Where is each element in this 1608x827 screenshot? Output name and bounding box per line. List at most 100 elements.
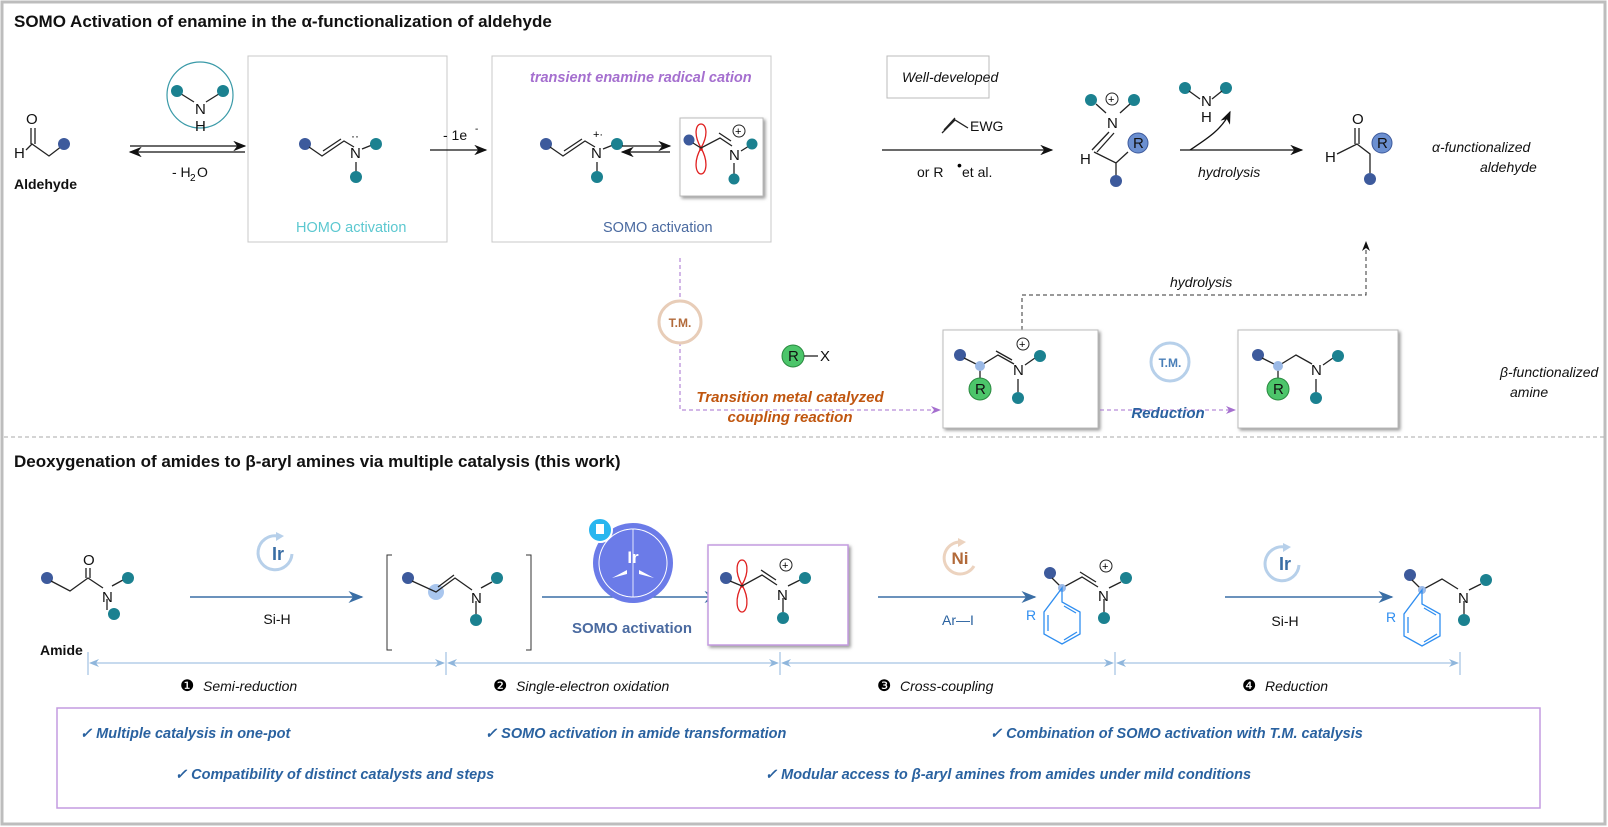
svg-text:O: O [26, 111, 38, 128]
tm-catalyst-icon: T.M. [657, 299, 703, 345]
svg-text:N: N [1201, 93, 1212, 110]
hydrolysis-dashed-arrow [1021, 241, 1370, 330]
highlight-3: ✓ Combination of SOMO activation with T.… [990, 726, 1363, 742]
svg-text:R: R [1273, 381, 1284, 398]
amide-label: Amide [40, 642, 83, 658]
enamine-structure: N ·· [299, 129, 382, 183]
svg-text:Ir: Ir [272, 544, 284, 564]
ir-catalyst-icon-2: Ir [1263, 543, 1301, 583]
svg-text:N: N [1098, 588, 1109, 605]
svg-text:Cross-coupling: Cross-coupling [900, 678, 994, 694]
radical-orbital-box: N + [679, 117, 764, 197]
iminium-product-structure: + N H R [1080, 92, 1149, 187]
svg-text:+·: +· [593, 129, 603, 141]
highlight-1: ✓ Multiple catalysis in one-pot [80, 726, 292, 742]
svg-text:R: R [1026, 607, 1036, 623]
step-label-1: ❶ Semi-reduction [180, 678, 297, 695]
step-label-4: ❹ Reduction [1242, 678, 1328, 695]
alpha-aldehyde-structure: O H R [1325, 111, 1393, 185]
aldehyde-structure: O H Aldehyde [14, 111, 77, 192]
step-label-3: ❸ Cross-coupling [877, 678, 994, 695]
svg-text:N: N [777, 587, 788, 604]
svg-text:H: H [1080, 151, 1091, 168]
r-x-reagent: R X [781, 344, 830, 368]
svg-text:R: R [1133, 135, 1144, 152]
catalytic-cycle-icon [166, 61, 234, 129]
svg-text:+: + [1019, 339, 1025, 351]
svg-text:et al.: et al. [962, 164, 992, 180]
svg-text:+: + [1102, 561, 1108, 573]
well-developed-label: Well-developed [902, 69, 999, 85]
svg-text:N: N [1013, 362, 1024, 379]
svg-text:+: + [782, 560, 788, 572]
somo-activation-bottom-label: SOMO activation [572, 620, 692, 637]
svg-text:··: ·· [351, 129, 359, 143]
svg-text:O: O [83, 552, 95, 569]
svg-text:N: N [1311, 362, 1322, 379]
svg-text:- H: - H [172, 164, 191, 180]
beta-product-label-1: β-functionalized [1499, 364, 1599, 380]
svg-text:H: H [14, 145, 25, 162]
svg-text:X: X [820, 348, 830, 365]
highlight-5: ✓ Modular access to β-aryl amines from a… [765, 767, 1251, 783]
ir-photocatalyst-icon: Ir [587, 517, 673, 603]
ar-i-label: Ar—I [942, 612, 974, 628]
coupling-label-2: coupling reaction [727, 409, 852, 426]
reduction-label: Reduction [1131, 405, 1204, 422]
functionalization-step: EWG or R • et al. [882, 117, 1054, 180]
ir-catalyst-icon-1: Ir [256, 532, 294, 572]
homo-box [247, 55, 448, 243]
beta-product-label-2: amine [1510, 384, 1548, 400]
hydrolysis-label-2: hydrolysis [1170, 274, 1232, 290]
svg-text:O: O [1352, 111, 1364, 128]
alpha-product-label-1: α-functionalized [1432, 139, 1531, 155]
svg-text:R: R [975, 381, 986, 398]
svg-text:+: + [735, 126, 741, 138]
homo-activation-label: HOMO activation [296, 220, 406, 236]
aryl-iminium-structure: N + R [1026, 559, 1132, 645]
enamine-intermediate-bracket: N [386, 554, 532, 651]
svg-text:O: O [197, 164, 208, 180]
svg-text:R: R [1386, 609, 1396, 625]
svg-text:H: H [1201, 109, 1212, 126]
top-title: SOMO Activation of enamine in the α-func… [14, 12, 552, 31]
svg-text:H: H [1325, 149, 1336, 166]
somo-activation-label: SOMO activation [603, 220, 713, 236]
beta-iminium-box: R N + [942, 329, 1099, 429]
svg-text:hydrolysis: hydrolysis [1198, 164, 1260, 180]
minus-electron-sup: - [475, 124, 478, 135]
alpha-product-label-2: aldehyde [1480, 159, 1537, 175]
highlight-4: ✓ Compatibility of distinct catalysts an… [175, 767, 494, 783]
hydrolysis-step: N H hydrolysis [1179, 82, 1304, 180]
svg-text:R: R [1377, 135, 1388, 152]
svg-text:Ir: Ir [1279, 554, 1291, 574]
somo-box [491, 55, 772, 243]
svg-text:N: N [591, 145, 602, 162]
amide-structure: O N Amide [40, 552, 134, 658]
svg-text:N: N [729, 147, 740, 164]
aldehyde-label: Aldehyde [14, 176, 77, 192]
well-developed-box [886, 55, 990, 99]
svg-text:N: N [471, 590, 482, 607]
svg-text:N: N [195, 101, 206, 118]
svg-text:N: N [102, 589, 113, 606]
svg-text:❷: ❷ [493, 678, 507, 695]
svg-text:EWG: EWG [970, 118, 1003, 134]
svg-text:H: H [195, 118, 206, 135]
si-h-label-1: Si-H [263, 611, 290, 627]
svg-text:Reduction: Reduction [1265, 678, 1328, 694]
radical-cation-box: N + [707, 544, 849, 646]
svg-text:R: R [788, 348, 799, 365]
svg-text:T.M.: T.M. [1159, 356, 1182, 370]
amine-condensation-step: N H - H 2 O [128, 61, 247, 184]
svg-text:2: 2 [190, 173, 196, 184]
minus-electron-label: - 1e [443, 127, 467, 143]
svg-text:Ir: Ir [627, 548, 639, 567]
highlight-2: ✓ SOMO activation in amide transformatio… [485, 726, 787, 742]
svg-text:N: N [350, 145, 361, 162]
tm-reduction-icon: T.M. [1149, 341, 1191, 383]
bottom-title: Deoxygenation of amides to β-aryl amines… [14, 452, 621, 471]
highlights-box [56, 707, 1541, 809]
radical-cation-structure: N +· [540, 129, 623, 183]
